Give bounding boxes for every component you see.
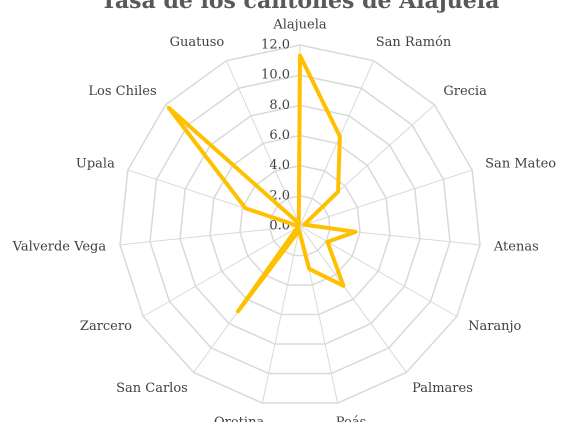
category-label: Palmares	[412, 381, 473, 396]
category-label: Naranjo	[468, 319, 521, 334]
grid-ring	[119, 44, 481, 404]
category-label: Grecia	[443, 84, 487, 99]
category-label: Atenas	[493, 240, 539, 255]
y-tick-label: 8.0	[269, 98, 290, 113]
category-label: Orotina	[214, 415, 264, 422]
spoke	[119, 225, 301, 246]
spoke	[225, 60, 301, 227]
grid-ring	[149, 74, 451, 375]
category-label: Upala	[76, 156, 115, 171]
y-tick-label: 10.0	[261, 68, 290, 83]
series-line	[166, 53, 358, 314]
category-label: San Mateo	[485, 156, 556, 171]
category-label: Poás	[336, 415, 366, 422]
category-label: San Ramón	[376, 35, 452, 50]
spoke	[299, 169, 473, 227]
spoke	[299, 60, 375, 227]
category-label: San Carlos	[116, 381, 188, 396]
chart-title: Tasa de los cantones de Alajuela	[101, 0, 500, 14]
y-tick-label: 12.0	[261, 38, 290, 53]
grid-ring	[239, 164, 361, 286]
category-label: Los Chiles	[88, 84, 156, 99]
category-label: Guatuso	[170, 35, 225, 50]
category-label: Valverde Vega	[12, 240, 107, 255]
spoke	[261, 225, 301, 404]
category-label: Alajuela	[272, 18, 327, 33]
y-tick-label: 4.0	[269, 158, 290, 173]
spoke	[142, 225, 301, 317]
grid-ring	[179, 104, 421, 345]
spoke	[299, 225, 407, 373]
y-tick-label: 6.0	[269, 128, 290, 143]
grid-ring	[269, 195, 331, 257]
category-label: Zarcero	[80, 319, 132, 334]
